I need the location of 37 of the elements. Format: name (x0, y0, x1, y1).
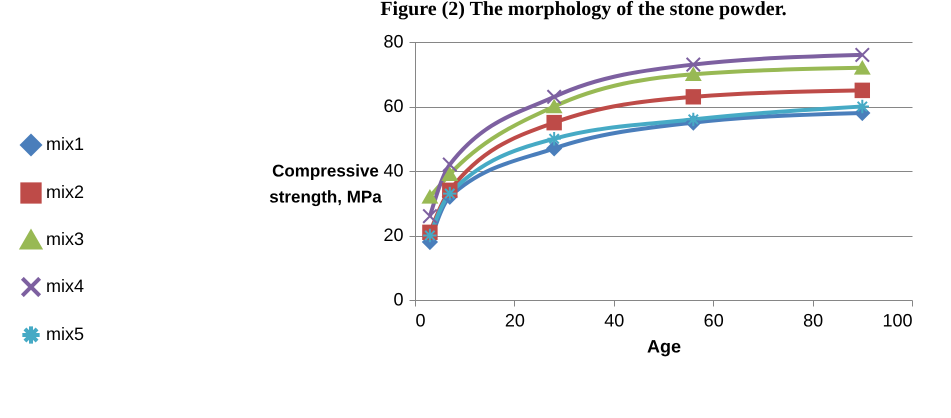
point (546, 89, 562, 105)
x-tick-label: 100 (882, 310, 912, 330)
point (686, 89, 702, 105)
legend-label: mix1 (46, 134, 84, 154)
legend-label: mix5 (46, 324, 84, 344)
point (686, 56, 702, 72)
x-tick-label: 40 (604, 310, 624, 330)
point (422, 228, 438, 244)
point (546, 131, 562, 146)
y-tick-label: 80 (383, 32, 404, 52)
point (422, 208, 438, 224)
y-tick-label: 40 (383, 160, 404, 180)
point (546, 140, 562, 156)
chart-title: Figure (2) The morphology of the stone powder. (380, 0, 787, 20)
y-tick-label: 60 (383, 96, 404, 116)
y-tick-label: 20 (383, 225, 404, 245)
point (442, 186, 458, 202)
point (854, 60, 870, 75)
legend-label: mix4 (46, 276, 84, 296)
y-axis-title: Compressive strength, MPa (269, 162, 382, 206)
point (854, 82, 870, 98)
y-tick-label: 0 (393, 290, 404, 310)
x-tick-label: 0 (416, 310, 426, 330)
point (546, 100, 562, 114)
x-tick-label: 60 (704, 310, 724, 330)
point (442, 156, 458, 172)
point (546, 114, 562, 130)
point (686, 67, 702, 82)
x-tick-label: 80 (803, 310, 824, 330)
point (422, 190, 438, 204)
x-axis-title: Age (646, 336, 682, 356)
x-tick-label: 20 (504, 310, 525, 330)
point (854, 47, 870, 63)
point (442, 167, 458, 182)
point (686, 112, 702, 128)
legend-label: mix3 (46, 229, 84, 249)
legend-label: mix2 (46, 182, 84, 202)
